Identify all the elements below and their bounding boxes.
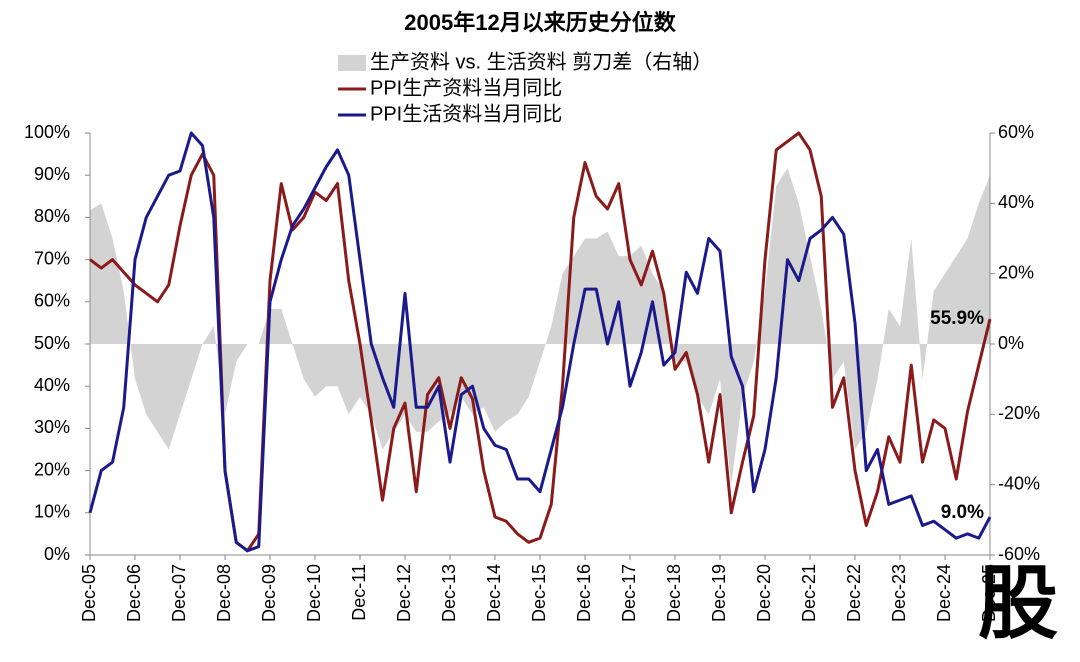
y-tick-label: 80% (34, 206, 70, 226)
legend-swatch (338, 55, 366, 71)
x-tick-label: Dec-22 (844, 564, 864, 622)
x-tick-label: Dec-11 (349, 564, 369, 621)
x-tick-label: Dec-12 (394, 564, 414, 622)
legend-label: PPI生活资料当月同比 (370, 102, 562, 125)
y-tick-label: 50% (34, 333, 70, 353)
x-tick-label: Dec-25 (979, 564, 999, 622)
y-tick-label: 60% (34, 291, 70, 311)
x-tick-label: Dec-05 (79, 564, 99, 622)
y2-tick-label: 20% (998, 262, 1034, 282)
x-tick-label: Dec-06 (124, 564, 144, 622)
y-tick-label: 70% (34, 248, 70, 268)
data-label: 55.9% (930, 308, 984, 329)
chart-title: 2005年12月以来历史分位数 (404, 10, 676, 35)
line (88, 131, 992, 553)
x-tick-label: Dec-18 (664, 564, 684, 622)
x-tick-label: Dec-24 (934, 564, 954, 622)
x-tick-label: Dec-15 (529, 564, 549, 622)
legend-label: PPI生产资料当月同比 (370, 76, 562, 99)
y2-tick-label: -20% (998, 403, 1040, 423)
x-tick-label: Dec-09 (259, 564, 279, 622)
y-tick-label: 40% (34, 375, 70, 395)
x-tick-label: Dec-13 (439, 564, 459, 622)
y-tick-label: 20% (34, 459, 70, 479)
y2-tick-label: 40% (998, 192, 1034, 212)
x-tick-label: Dec-08 (214, 564, 234, 622)
legend-label: 生产资料 vs. 生活资料 剪刀差（右轴） (370, 50, 712, 73)
y-tick-label: 10% (34, 502, 70, 522)
x-tick-label: Dec-19 (709, 564, 729, 622)
y-tick-label: 0% (44, 544, 70, 564)
y2-tick-label: -40% (998, 473, 1040, 493)
y2-tick-label: 60% (998, 122, 1034, 142)
y2-tick-label: -60% (998, 544, 1040, 564)
x-tick-label: Dec-14 (484, 564, 504, 622)
x-tick-label: Dec-20 (754, 564, 774, 622)
x-tick-label: Dec-17 (619, 564, 639, 622)
y-tick-label: 30% (34, 417, 70, 437)
x-tick-label: Dec-07 (169, 564, 189, 622)
x-tick-label: Dec-21 (799, 564, 819, 622)
y2-tick-label: 0% (998, 333, 1024, 353)
y-tick-label: 90% (34, 164, 70, 184)
x-tick-label: Dec-23 (889, 564, 909, 622)
watermark: 股 (978, 559, 1058, 648)
y-tick-label: 100% (24, 122, 70, 142)
data-label: 9.0% (941, 502, 984, 523)
x-tick-label: Dec-10 (304, 564, 324, 622)
x-tick-label: Dec-16 (574, 564, 594, 622)
